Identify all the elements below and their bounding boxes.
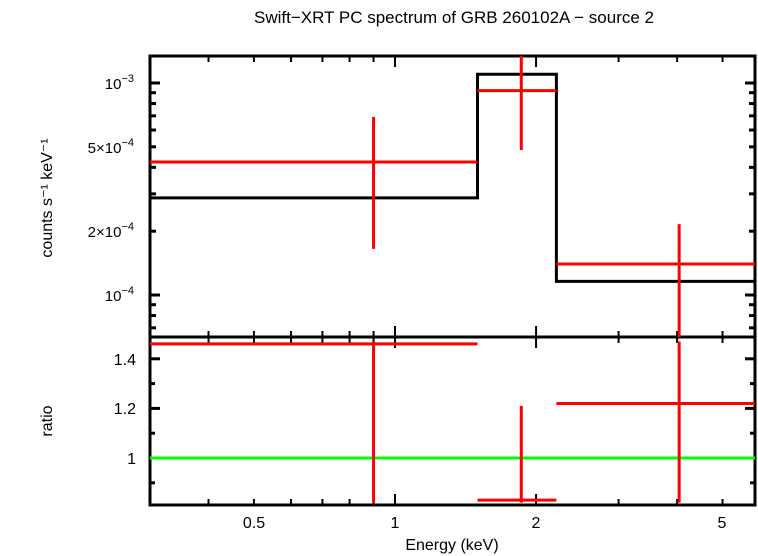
ratio-panel-series xyxy=(149,341,755,503)
spectrum-panel-series xyxy=(149,56,756,337)
ytick-top-5e-4: 5×10−4 xyxy=(88,137,134,157)
axis-ticks xyxy=(150,56,755,505)
chart-title: Swift−XRT PC spectrum of GRB 260102A − s… xyxy=(253,8,654,27)
y-axis-label-bottom: ratio xyxy=(39,405,56,436)
ytick-bottom-1: 1 xyxy=(127,451,136,468)
ytick-bottom-1.2: 1.2 xyxy=(114,401,136,418)
ratio-panel-frame xyxy=(148,335,757,507)
xtick-0.5: 0.5 xyxy=(243,515,265,532)
xtick-1: 1 xyxy=(391,515,400,532)
xtick-2: 2 xyxy=(532,515,541,532)
xtick-5: 5 xyxy=(718,515,727,532)
ytick-bottom-1.4: 1.4 xyxy=(114,352,136,369)
ytick-top-2e-4: 2×10−4 xyxy=(88,221,134,241)
x-axis-label: Energy (keV) xyxy=(405,537,498,554)
ytick-top-1e-3: 10−3 xyxy=(105,73,134,93)
ytick-top-1e-4: 10−4 xyxy=(105,285,134,305)
model-step-line xyxy=(149,72,756,283)
y-axis-label-top: counts s⁻¹ keV⁻¹ xyxy=(39,138,56,257)
